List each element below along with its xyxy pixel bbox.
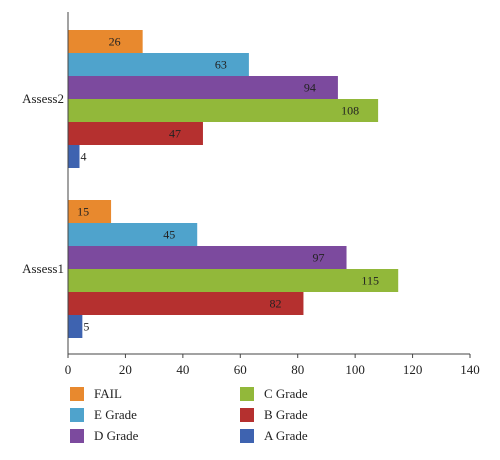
data-label-assess1-b-grade: 82 bbox=[269, 297, 281, 311]
legend-label-fail: FAIL bbox=[94, 386, 122, 401]
legend-swatch-b-grade bbox=[240, 408, 254, 422]
data-label-assess2-b-grade: 47 bbox=[169, 127, 181, 141]
bar-assess1-a-grade bbox=[68, 315, 83, 338]
grade-distribution-bar-chart: 15 45 97 115 82 5 26 63 94 108 47 4 0 20 40 60 80 100 120… bbox=[22, 12, 480, 377]
bar-assess2-d-grade bbox=[68, 76, 338, 99]
legend-swatch-fail bbox=[70, 387, 84, 401]
bars-layer bbox=[68, 30, 399, 338]
legend-swatch-a-grade bbox=[240, 429, 254, 443]
data-label-assess2-a-grade: 4 bbox=[80, 150, 86, 164]
bar-assess2-c-grade bbox=[68, 99, 379, 122]
x-axis-ticks: 0 20 40 60 80 100 120 140 bbox=[65, 354, 480, 377]
bar-assess1-c-grade bbox=[68, 269, 399, 292]
bar-assess1-b-grade bbox=[68, 292, 304, 315]
x-tick-label-60: 60 bbox=[234, 362, 247, 377]
data-label-assess1-e-grade: 45 bbox=[163, 228, 175, 242]
bar-assess1-d-grade bbox=[68, 246, 347, 269]
y-category-label-assess2: Assess2 bbox=[22, 91, 64, 106]
legend-label-a-grade: A Grade bbox=[264, 428, 308, 443]
legend-swatch-d-grade bbox=[70, 429, 84, 443]
bar-assess2-b-grade bbox=[68, 122, 203, 145]
y-axis-categories: Assess1 Assess2 bbox=[22, 91, 64, 276]
x-tick-label-20: 20 bbox=[119, 362, 132, 377]
data-label-assess1-d-grade: 97 bbox=[313, 251, 325, 265]
data-label-assess2-c-grade: 108 bbox=[341, 104, 359, 118]
data-label-assess1-c-grade: 115 bbox=[361, 274, 379, 288]
legend-swatch-e-grade bbox=[70, 408, 84, 422]
legend-item-a-grade: A Grade bbox=[240, 428, 400, 444]
legend-swatch-c-grade bbox=[240, 387, 254, 401]
chart-legend: FAIL C Grade E Grade B Grade D Grade A Grade bbox=[70, 386, 400, 444]
data-label-assess2-fail: 26 bbox=[109, 35, 121, 49]
data-labels-layer: 15 45 97 115 82 5 26 63 94 108 47 4 bbox=[77, 35, 379, 334]
bar-assess2-a-grade bbox=[68, 145, 80, 168]
legend-item-c-grade: C Grade bbox=[240, 386, 400, 402]
legend-item-b-grade: B Grade bbox=[240, 407, 400, 423]
legend-item-e-grade: E Grade bbox=[70, 407, 240, 423]
bar-assess1-fail bbox=[68, 200, 112, 223]
bar-assess2-fail bbox=[68, 30, 143, 53]
x-tick-label-0: 0 bbox=[65, 362, 72, 377]
legend-label-c-grade: C Grade bbox=[264, 386, 308, 401]
x-tick-label-120: 120 bbox=[403, 362, 423, 377]
legend-label-d-grade: D Grade bbox=[94, 428, 139, 443]
x-tick-label-80: 80 bbox=[291, 362, 304, 377]
x-tick-label-140: 140 bbox=[460, 362, 480, 377]
legend-label-e-grade: E Grade bbox=[94, 407, 137, 422]
data-label-assess2-d-grade: 94 bbox=[304, 81, 316, 95]
bar-assess1-e-grade bbox=[68, 223, 198, 246]
bar-assess2-e-grade bbox=[68, 53, 249, 76]
data-label-assess2-e-grade: 63 bbox=[215, 58, 227, 72]
x-tick-label-40: 40 bbox=[176, 362, 189, 377]
legend-item-d-grade: D Grade bbox=[70, 428, 240, 444]
data-label-assess1-a-grade: 5 bbox=[83, 320, 89, 334]
x-tick-label-100: 100 bbox=[345, 362, 365, 377]
y-category-label-assess1: Assess1 bbox=[22, 261, 64, 276]
legend-label-b-grade: B Grade bbox=[264, 407, 308, 422]
data-label-assess1-fail: 15 bbox=[77, 205, 89, 219]
legend-item-fail: FAIL bbox=[70, 386, 240, 402]
